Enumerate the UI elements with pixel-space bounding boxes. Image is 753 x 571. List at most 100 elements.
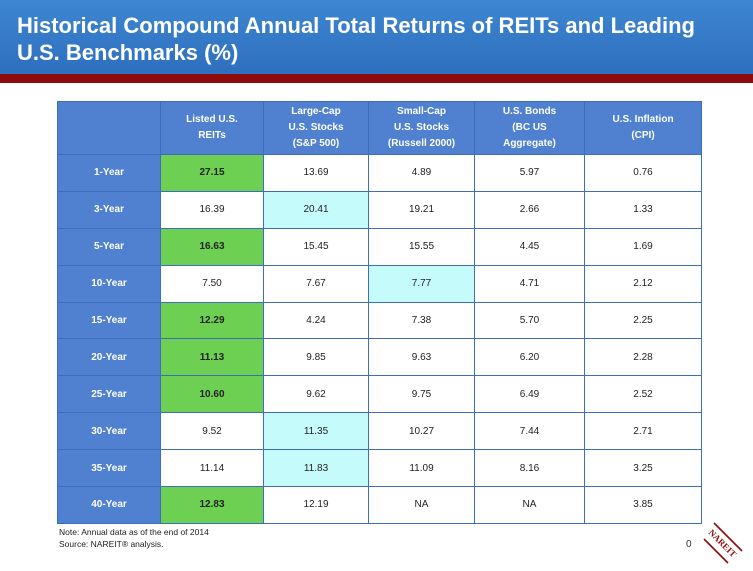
accent-bar: [0, 74, 753, 83]
value-cell: 20.41: [263, 190, 369, 229]
column-header-line: Large-Cap: [291, 106, 341, 117]
value-cell: 7.38: [368, 301, 475, 340]
table-row: 40-Year 12.83 12.19 NA NA 3.85: [57, 486, 702, 524]
table-row: 3-Year 16.39 20.41 19.21 2.66 1.33: [57, 190, 702, 229]
value-cell: 10.60: [160, 375, 264, 414]
row-label: 20-Year: [57, 338, 161, 377]
row-label: 40-Year: [57, 486, 161, 524]
row-label: 1-Year: [57, 154, 161, 192]
value-cell: 9.62: [263, 375, 369, 414]
page-number: 0: [686, 539, 692, 550]
value-cell: 9.85: [263, 338, 369, 377]
value-cell: 9.52: [160, 412, 264, 451]
column-header: Small-Cap U.S. Stocks (Russell 2000): [368, 101, 475, 155]
value-cell: 11.14: [160, 449, 264, 488]
table-row: 1-Year 27.15 13.69 4.89 5.97 0.76: [57, 154, 702, 192]
value-cell: 2.12: [584, 264, 702, 303]
column-header-line: (BC US: [512, 122, 547, 133]
value-cell: 2.66: [474, 190, 585, 229]
value-cell: 4.71: [474, 264, 585, 303]
value-cell: 3.25: [584, 449, 702, 488]
value-cell: 15.45: [263, 227, 369, 266]
header-row: Listed U.S. REITs Large-Cap U.S. Stocks (S&P…: [57, 101, 702, 155]
column-header: U.S. Inflation (CPI): [584, 101, 702, 155]
title-banner: Historical Compound Annual Total Returns…: [0, 0, 753, 74]
value-cell: 11.83: [263, 449, 369, 488]
value-cell: 7.44: [474, 412, 585, 451]
table-row: 10-Year 7.50 7.67 7.77 4.71 2.12: [57, 264, 702, 303]
table-body: 1-Year 27.15 13.69 4.89 5.97 0.76 3-Year 16.39 2…: [57, 154, 702, 524]
value-cell: NA: [474, 486, 585, 524]
value-cell: 27.15: [160, 154, 264, 192]
value-cell: 8.16: [474, 449, 585, 488]
value-cell: 12.19: [263, 486, 369, 524]
value-cell: 19.21: [368, 190, 475, 229]
value-cell: 12.83: [160, 486, 264, 524]
table-row: 30-Year 9.52 11.35 10.27 7.44 2.71: [57, 412, 702, 451]
column-header-line: Listed U.S.: [186, 114, 238, 125]
returns-table: Listed U.S. REITs Large-Cap U.S. Stocks (S&P…: [57, 101, 702, 524]
value-cell: 2.52: [584, 375, 702, 414]
value-cell: 11.09: [368, 449, 475, 488]
value-cell: 6.49: [474, 375, 585, 414]
value-cell: 15.55: [368, 227, 475, 266]
column-header-line: U.S. Stocks: [393, 122, 450, 133]
row-label: 5-Year: [57, 227, 161, 266]
table-row: 15-Year 12.29 4.24 7.38 5.70 2.25: [57, 301, 702, 340]
value-cell: 9.75: [368, 375, 475, 414]
value-cell: 11.13: [160, 338, 264, 377]
value-cell: 0.76: [584, 154, 702, 192]
column-header: Large-Cap U.S. Stocks (S&P 500): [263, 101, 369, 155]
value-cell: 2.25: [584, 301, 702, 340]
value-cell: 16.63: [160, 227, 264, 266]
value-cell: 5.70: [474, 301, 585, 340]
table-row: 5-Year 16.63 15.45 15.55 4.45 1.69: [57, 227, 702, 266]
column-header-line: (Russell 2000): [387, 138, 456, 149]
source-text: Source: NAREIT® analysis.: [59, 539, 164, 549]
value-cell: 1.69: [584, 227, 702, 266]
column-header-line: U.S. Stocks: [288, 122, 344, 133]
value-cell: 5.97: [474, 154, 585, 192]
column-header-line: U.S. Bonds: [502, 106, 557, 117]
row-label: 35-Year: [57, 449, 161, 488]
row-label: 30-Year: [57, 412, 161, 451]
row-label: 25-Year: [57, 375, 161, 414]
row-label: 10-Year: [57, 264, 161, 303]
value-cell: 11.35: [263, 412, 369, 451]
value-cell: 10.27: [368, 412, 475, 451]
column-header-line: Small-Cap: [397, 106, 446, 117]
value-cell: 2.71: [584, 412, 702, 451]
value-cell: 7.77: [368, 264, 475, 303]
value-cell: 1.33: [584, 190, 702, 229]
table-row: 35-Year 11.14 11.83 11.09 8.16 3.25: [57, 449, 702, 488]
value-cell: NA: [368, 486, 475, 524]
column-header: U.S. Bonds (BC US Aggregate): [474, 101, 585, 155]
value-cell: 9.63: [368, 338, 475, 377]
value-cell: 4.24: [263, 301, 369, 340]
column-header-line: REITs: [198, 130, 226, 141]
value-cell: 7.67: [263, 264, 369, 303]
value-cell: 12.29: [160, 301, 264, 340]
value-cell: 4.45: [474, 227, 585, 266]
row-label: 15-Year: [57, 301, 161, 340]
column-header-line: (S&P 500): [292, 138, 340, 149]
column-header-line: (CPI): [631, 130, 655, 141]
value-cell: 3.85: [584, 486, 702, 524]
value-cell: 2.28: [584, 338, 702, 377]
value-cell: 7.50: [160, 264, 264, 303]
nareit-logo: NAREIT: [703, 522, 743, 564]
table-row: 20-Year 11.13 9.85 9.63 6.20 2.28: [57, 338, 702, 377]
corner-cell: [57, 101, 161, 155]
note-text: Note: Annual data as of the end of 2014: [59, 527, 209, 537]
column-header-line: U.S. Inflation: [612, 114, 674, 125]
table-row: 25-Year 10.60 9.62 9.75 6.49 2.52: [57, 375, 702, 414]
page-title: Historical Compound Annual Total Returns…: [17, 13, 695, 65]
value-cell: 6.20: [474, 338, 585, 377]
column-header: Listed U.S. REITs: [160, 101, 264, 155]
value-cell: 16.39: [160, 190, 264, 229]
column-header-line: Aggregate): [503, 138, 556, 149]
row-label: 3-Year: [57, 190, 161, 229]
value-cell: 4.89: [368, 154, 475, 192]
value-cell: 13.69: [263, 154, 369, 192]
footnotes: Note: Annual data as of the end of 2014 …: [59, 526, 209, 550]
